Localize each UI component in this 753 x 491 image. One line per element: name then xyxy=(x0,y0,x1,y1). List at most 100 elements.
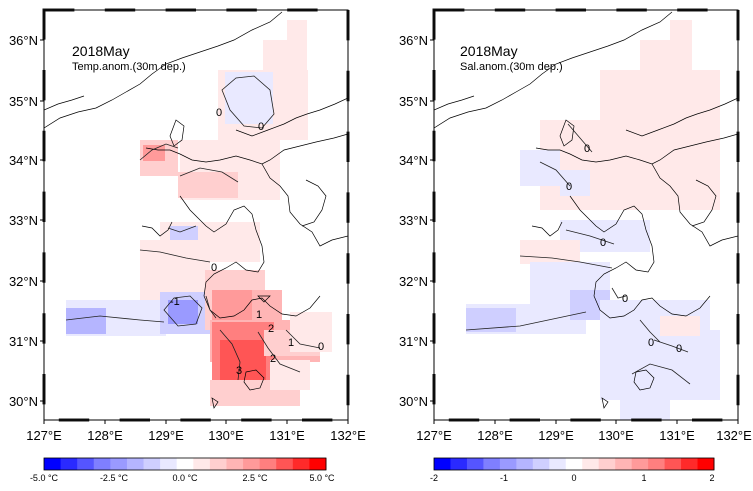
contour-label: 0 xyxy=(584,143,590,155)
contour-label: 0 xyxy=(600,237,606,249)
colorbar-swatch xyxy=(466,458,484,470)
colorbar-swatch xyxy=(598,458,616,470)
lon-label: 128°E xyxy=(477,428,513,443)
lat-label: 33°N xyxy=(399,213,428,228)
salinity-contour-labels: 0 0 0 0 0 0 xyxy=(566,143,682,355)
contour-label: 2 xyxy=(268,323,274,335)
colorbar-label: 0 xyxy=(571,473,576,483)
colorbar-swatch xyxy=(582,458,600,470)
colorbar-swatch xyxy=(681,458,699,470)
lon-label: 127°E xyxy=(26,428,62,443)
colorbar-label: -2.5 °C xyxy=(100,473,129,483)
colorbar-swatch xyxy=(93,458,111,470)
colorbar-swatch xyxy=(532,458,550,470)
lon-label: 129°E xyxy=(148,428,184,443)
contour-label: 1 xyxy=(288,337,294,349)
colorbar-swatch xyxy=(160,458,178,470)
colorbar-swatch xyxy=(243,458,261,470)
temperature-contour-labels: 0 0 0 -1 1 2 3 2 1 0 xyxy=(170,107,324,377)
lat-label: 32°N xyxy=(399,274,428,289)
coastline xyxy=(434,11,738,409)
colorbar-label: -1 xyxy=(500,473,508,483)
lon-label: 131°E xyxy=(659,428,695,443)
lat-label: 34°N xyxy=(9,153,38,168)
lon-label: 129°E xyxy=(538,428,574,443)
contour-label: 2 xyxy=(270,353,276,365)
panel-title: 2018May xyxy=(460,43,518,59)
contour-label: 0 xyxy=(676,343,682,355)
colorbar-swatch xyxy=(77,458,95,470)
colorbar-swatch xyxy=(648,458,666,470)
colorbar-swatch xyxy=(499,458,517,470)
colorbar-swatch xyxy=(126,458,145,470)
temperature-panel: 0 0 0 -1 1 2 3 2 1 0 36°N 35°N 34°N xyxy=(9,8,366,483)
contour-label: 0 xyxy=(258,121,264,133)
lat-label: 34°N xyxy=(399,153,428,168)
colorbar-swatch xyxy=(292,458,310,470)
colorbar-swatch xyxy=(193,458,211,470)
contour-label: 0 xyxy=(622,293,628,305)
contour-label: 0 xyxy=(648,337,654,349)
lat-ticks xyxy=(430,39,739,424)
colorbar-swatch xyxy=(60,458,78,470)
colorbar-swatch xyxy=(483,458,501,470)
lat-label: 35°N xyxy=(9,94,38,109)
lon-label: 128°E xyxy=(87,428,123,443)
contour-label: -1 xyxy=(170,296,180,308)
colorbar-swatch xyxy=(434,458,451,470)
lon-label: 132°E xyxy=(716,428,752,443)
colorbar-label: 5.0 °C xyxy=(309,473,335,483)
contour-label: 0 xyxy=(216,107,222,119)
colorbar-swatch xyxy=(176,458,194,470)
contour-label: 1 xyxy=(256,309,262,321)
lat-label: 35°N xyxy=(399,94,428,109)
colorbar-swatch xyxy=(209,458,227,470)
coastline xyxy=(44,11,348,409)
temperature-colorbar: -5.0 °C -2.5 °C 0.0 °C 2.5 °C 5.0 °C xyxy=(30,457,335,483)
contour-label: 0 xyxy=(566,181,572,193)
panel-subtitle: Sal.anom.(30m dep.) xyxy=(460,61,563,73)
lat-label: 31°N xyxy=(399,334,428,349)
colorbar-swatch xyxy=(226,458,244,470)
colorbar-swatch xyxy=(309,458,327,470)
lon-label: 131°E xyxy=(269,428,305,443)
panel-title: 2018May xyxy=(72,43,130,59)
salinity-contours xyxy=(465,123,691,385)
colorbar-swatch xyxy=(276,458,294,470)
colorbar-swatch xyxy=(697,458,715,470)
colorbar-swatch xyxy=(615,458,633,470)
colorbar-swatch xyxy=(664,458,682,470)
lat-label: 30°N xyxy=(9,394,38,409)
lat-label: 30°N xyxy=(399,394,428,409)
lat-label: 33°N xyxy=(9,213,38,228)
contour-label: 3 xyxy=(236,365,242,377)
lon-label: 127°E xyxy=(416,428,452,443)
lon-label: 132°E xyxy=(330,428,366,443)
contour-label: 0 xyxy=(318,341,324,353)
salinity-panel: 0 0 0 0 0 0 36°N 35°N 34°N 33°N 32°N 31°… xyxy=(399,8,752,483)
salinity-anomaly-field xyxy=(466,20,720,420)
colorbar-label: 2 xyxy=(709,473,714,483)
lat-label: 31°N xyxy=(9,334,38,349)
colorbar-label: 2.5 °C xyxy=(242,473,268,483)
colorbar-label: 0.0 °C xyxy=(172,473,198,483)
temperature-anomaly-field xyxy=(66,20,332,406)
colorbar-swatch xyxy=(549,458,567,470)
lat-ticks xyxy=(40,39,349,424)
colorbar-label: -2 xyxy=(430,473,438,483)
colorbar-swatch xyxy=(631,458,649,470)
lon-label: 130°E xyxy=(208,428,244,443)
temperature-contours xyxy=(65,75,321,381)
lat-label: 36°N xyxy=(9,33,38,48)
colorbar-swatch xyxy=(143,458,161,470)
contour-label: 0 xyxy=(211,262,217,274)
colorbar-swatch xyxy=(450,458,468,470)
lat-label: 36°N xyxy=(399,33,428,48)
lat-label: 32°N xyxy=(9,274,38,289)
colorbar-label: 1 xyxy=(641,473,646,483)
colorbar-label: -5.0 °C xyxy=(30,473,59,483)
colorbar-swatch xyxy=(516,458,534,470)
colorbar-swatch xyxy=(110,458,128,470)
lon-label: 130°E xyxy=(598,428,634,443)
